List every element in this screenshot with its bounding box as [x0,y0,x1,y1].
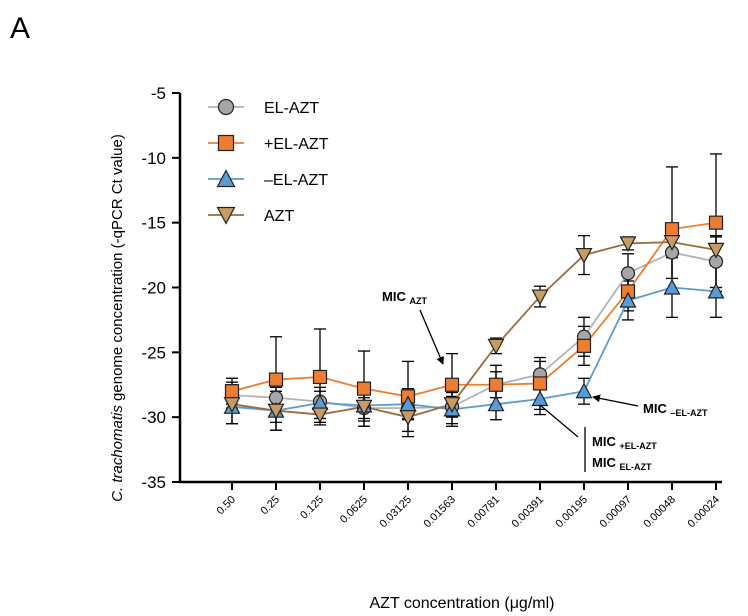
data-point [217,98,235,116]
x-tick-label: 0.00024 [686,494,723,531]
x-tick-label: 0.00391 [510,494,547,531]
x-tick-label: 0.00781 [466,494,503,531]
x-axis-title: AZT concentration (μg/ml) [370,595,555,612]
series-layer [223,153,725,438]
x-tick-label: 0.00048 [642,494,679,531]
annotation-mic-plus-label: MIC +EL-AZT [592,434,657,451]
data-point [216,206,236,225]
data-point [663,278,681,295]
data-point [531,289,549,306]
data-point [575,382,593,399]
annotation-mic-azt: MIC AZT [382,289,444,365]
annotation-mic-minus-label: MIC –EL-AZT [643,401,708,418]
annotation-mic-azt-arrow [419,309,444,365]
y-axis-title: C. trachomatis genome concentration (-qP… [109,134,126,502]
data-point [355,399,373,416]
x-tick-label: 0.03125 [378,494,415,531]
annotation-mic-azt-label: MIC AZT [382,289,427,306]
data-point [223,397,241,413]
series-lines [231,221,717,419]
x-tick-label: 0.50 [214,494,238,518]
data-point [707,242,725,259]
annotation-mic-plus-line [539,404,579,438]
panel-label: A [10,12,30,45]
y-ticks: -5 -10 -15 -20 -25 -30 -35 [141,84,180,492]
data-point [487,338,505,355]
x-ticks: 0.50 0.25 0.125 0.0625 0.03125 0.01563 0.00781… [214,482,722,530]
y-tick-label: -15 [141,214,166,233]
annotation-mic-plus-el: MIC +EL-AZT MIC EL-AZT [539,404,657,472]
x-tick-label: 0.01563 [422,494,459,531]
data-point [444,377,460,392]
data-point [619,236,637,253]
data-point [575,247,593,264]
series-markers [223,215,725,426]
data-point [619,291,637,308]
series-line [231,241,717,419]
data-point [399,410,417,426]
data-point [312,369,328,385]
x-tick-label: 0.0625 [338,494,370,526]
data-point [620,266,636,281]
data-point [487,395,505,412]
data-point [443,397,461,413]
legend-label: EL-AZT [264,100,319,117]
data-point [664,222,680,237]
legend-label: –EL-AZT [264,172,328,189]
data-point [224,384,240,399]
data-point [488,377,504,392]
y-tick-label: -30 [141,408,166,427]
data-point [216,169,236,188]
legend-label: AZT [264,208,294,225]
x-tick-label: 0.25 [258,494,282,518]
data-point [707,282,725,299]
y-axis-title-rest: genome concentration (-qPCR Ct value) [109,134,126,405]
y-tick-label: -35 [141,473,166,492]
data-point [217,134,235,152]
y-tick-label: -5 [151,84,166,103]
x-tick-label: 0.00097 [598,494,635,531]
series-line [231,286,717,412]
annotation-mic-el-label: MIC EL-AZT [592,455,652,472]
data-point [708,215,724,230]
data-point [268,372,284,387]
y-tick-label: -10 [141,149,166,168]
annotation-mic-minus-arrow [592,394,639,407]
y-axis-title-italic: C. trachomatis [109,405,126,502]
series-line [231,251,717,409]
data-point [267,403,285,420]
y-tick-label: -20 [141,279,166,298]
series-line [231,221,717,398]
annotation-mic-minus: MIC –EL-AZT [592,394,708,418]
data-point [532,376,548,391]
data-point [576,338,592,353]
data-point [356,381,372,396]
data-point [311,407,329,424]
x-tick-label: 0.00195 [554,494,591,531]
x-tick-label: 0.125 [298,494,326,522]
y-tick-label: -25 [141,343,166,362]
legend-label: +EL-AZT [264,136,329,153]
data-point [663,235,681,251]
legend: EL-AZT +EL-AZT –EL-AZT AZT [208,98,329,225]
